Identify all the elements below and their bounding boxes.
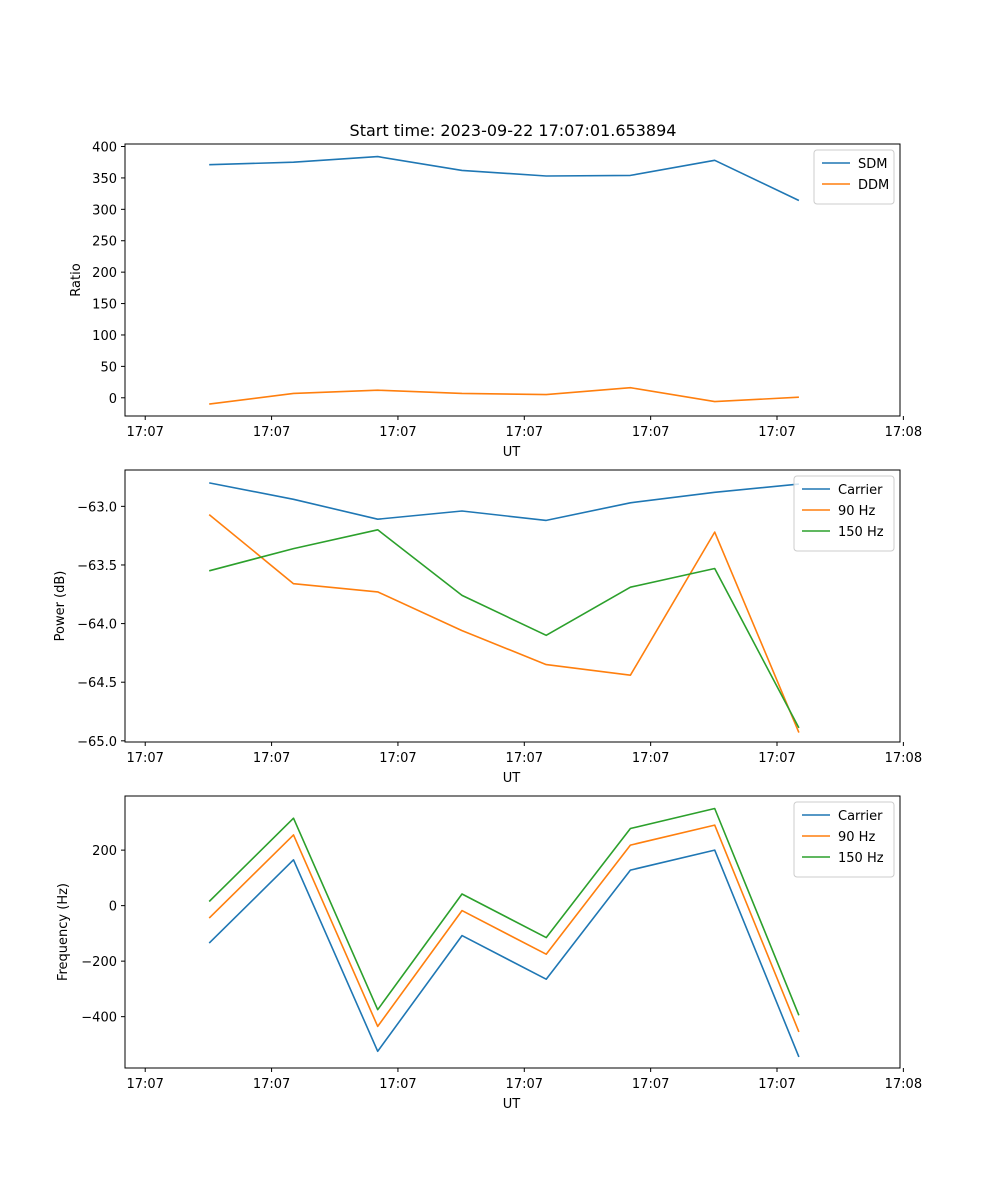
y-tick-label: 0: [109, 900, 117, 915]
x-tick-label: 17:07: [632, 751, 669, 766]
y-tick-label: 350: [92, 172, 117, 187]
x-tick-label: 17:08: [885, 425, 922, 440]
axes-frame: [124, 795, 901, 1069]
y-tick-label: −400: [81, 1011, 117, 1026]
x-tick-label: 17:07: [758, 1077, 795, 1092]
series-line-carrier: [208, 849, 800, 1058]
chart-title: Start time: 2023-09-22 17:07:01.653894: [350, 121, 677, 140]
x-tick-label: 17:07: [126, 425, 163, 440]
y-tick-label: −65.0: [77, 735, 117, 750]
y-tick-label: −64.5: [77, 676, 117, 691]
x-tick-label: 17:07: [632, 425, 669, 440]
y-tick-label: −63.0: [77, 500, 117, 515]
legend-label: 90 Hz: [838, 504, 875, 519]
x-axis-label: UT: [503, 771, 521, 786]
y-axis-label: Power (dB): [53, 571, 68, 642]
axes-frame: [124, 143, 901, 417]
series-line-sdm: [209, 155, 800, 202]
legend-label: Carrier: [838, 483, 883, 498]
x-tick-label: 17:07: [379, 751, 416, 766]
y-tick-label: −64.0: [77, 618, 117, 633]
legend-label: 150 Hz: [838, 851, 884, 866]
subplot-frequency: 17:07 17:07 17:07 17:07 17:07 17:07 17:08 −400 −…: [56, 795, 922, 1112]
x-tick-label: 17:07: [632, 1077, 669, 1092]
x-axis-label: UT: [503, 445, 521, 460]
y-tick-label: 300: [92, 203, 117, 218]
x-tick-label: 17:08: [885, 751, 922, 766]
x-tick-label: 17:07: [253, 751, 290, 766]
x-tick-label: 17:07: [253, 1077, 290, 1092]
legend: Carrier 90 Hz 150 Hz: [793, 801, 895, 878]
y-tick-label: −200: [81, 955, 117, 970]
x-tick-label: 17:07: [253, 425, 290, 440]
y-tick-label: 250: [92, 235, 117, 250]
y-tick-label: −63.5: [77, 559, 117, 574]
x-tick-label: 17:07: [506, 751, 543, 766]
y-tick-label: 0: [109, 392, 117, 407]
legend-box: [793, 475, 895, 552]
legend-box: [793, 801, 895, 878]
x-tick-label: 17:07: [758, 751, 795, 766]
x-tick-label: 17:07: [126, 751, 163, 766]
x-axis-label: UT: [503, 1097, 521, 1112]
legend-label: Carrier: [838, 809, 883, 824]
x-tick-label: 17:07: [379, 425, 416, 440]
y-axis-label: Frequency (Hz): [56, 883, 71, 981]
x-tick-label: 17:08: [885, 1077, 922, 1092]
x-tick-label: 17:07: [758, 425, 795, 440]
y-tick-label: 100: [92, 329, 117, 344]
legend: SDM DDM: [813, 149, 895, 205]
series-line-90-hz: [208, 513, 800, 733]
subplot-power: 17:07 17:07 17:07 17:07 17:07 17:07 17:08 −65.0…: [53, 469, 922, 786]
series-line-150-hz: [208, 528, 800, 729]
legend-label: DDM: [858, 178, 889, 193]
y-tick-label: 50: [100, 360, 117, 375]
series-line-150-hz: [208, 807, 800, 1016]
series-line-90-hz: [208, 824, 800, 1033]
x-tick-label: 17:07: [126, 1077, 163, 1092]
y-axis-label: Ratio: [69, 263, 84, 296]
legend-label: SDM: [858, 157, 887, 172]
y-tick-label: 400: [92, 141, 117, 156]
legend-label: 90 Hz: [838, 830, 875, 845]
x-tick-label: 17:07: [379, 1077, 416, 1092]
x-tick-label: 17:07: [506, 1077, 543, 1092]
y-tick-label: 150: [92, 298, 117, 313]
series-line-ddm: [209, 386, 799, 405]
y-tick-label: 200: [92, 266, 117, 281]
axes-frame: [124, 469, 901, 743]
x-tick-label: 17:07: [506, 425, 543, 440]
subplot-ratio: 17:07 17:07 17:07 17:07 17:07 17:07 17:08 0 50 10…: [69, 141, 922, 460]
legend-label: 150 Hz: [838, 525, 884, 540]
y-tick-label: 200: [92, 844, 117, 859]
legend: Carrier 90 Hz 150 Hz: [793, 475, 895, 552]
series-line-carrier: [209, 482, 799, 522]
